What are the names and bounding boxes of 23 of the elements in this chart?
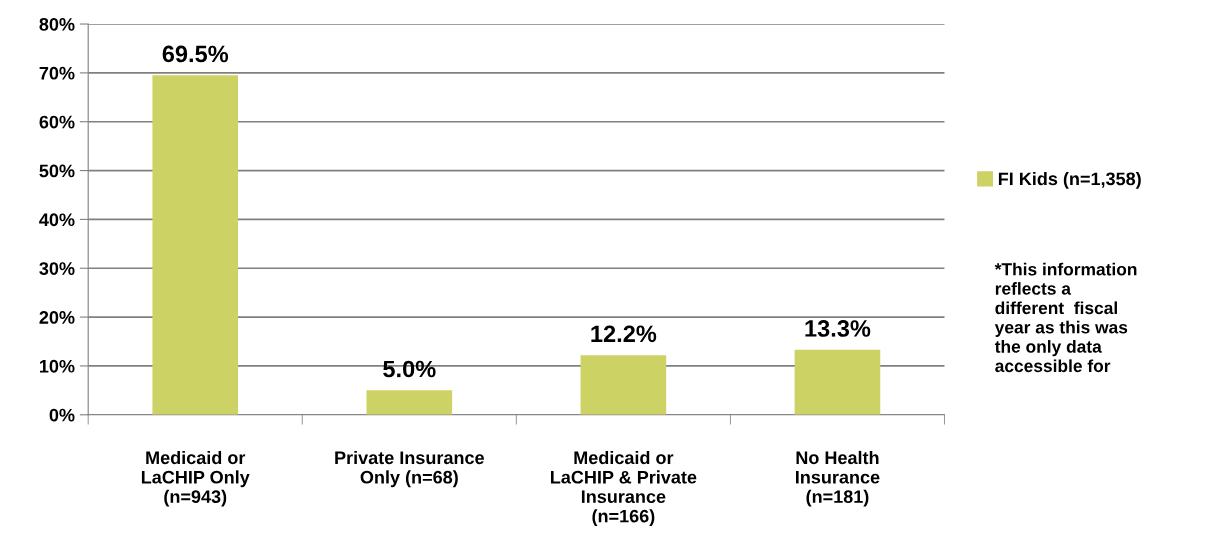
bar <box>366 390 453 415</box>
x-tick-label: Medicaid or LaCHIP & Private Insurance (n=166) <box>550 450 697 527</box>
data-label: 69.5% <box>162 45 229 63</box>
legend-label: FI Kids (n=1,358) <box>998 171 1141 189</box>
y-tick-label: 10% <box>40 359 75 373</box>
bar <box>580 355 667 415</box>
y-tick-label: 20% <box>39 311 75 324</box>
y-tick-label: 50% <box>39 164 75 178</box>
y-tick-label: 70% <box>39 66 75 80</box>
data-label: 13.3% <box>805 320 871 337</box>
data-label: 12.2% <box>591 325 657 343</box>
y-tick-label: 40% <box>39 213 75 227</box>
y-tick-label: 0% <box>49 408 75 422</box>
data-label: 5.0% <box>383 360 436 378</box>
x-tick-label: Medicaid or LaCHIP Only (n=943) <box>141 450 250 507</box>
x-tick-label: No Health Insurance (n=181) <box>796 450 880 507</box>
y-tick-label: 80% <box>39 17 75 31</box>
bar <box>794 349 881 415</box>
bar <box>152 75 239 415</box>
y-tick-label: 30% <box>39 262 75 275</box>
text: *This information reflects a different fiscal year as this was the only data accessible for <box>994 262 1137 373</box>
x-tick-label: Private Insurance Only (n=68) <box>335 450 484 488</box>
y-tick-label: 60% <box>39 115 75 129</box>
